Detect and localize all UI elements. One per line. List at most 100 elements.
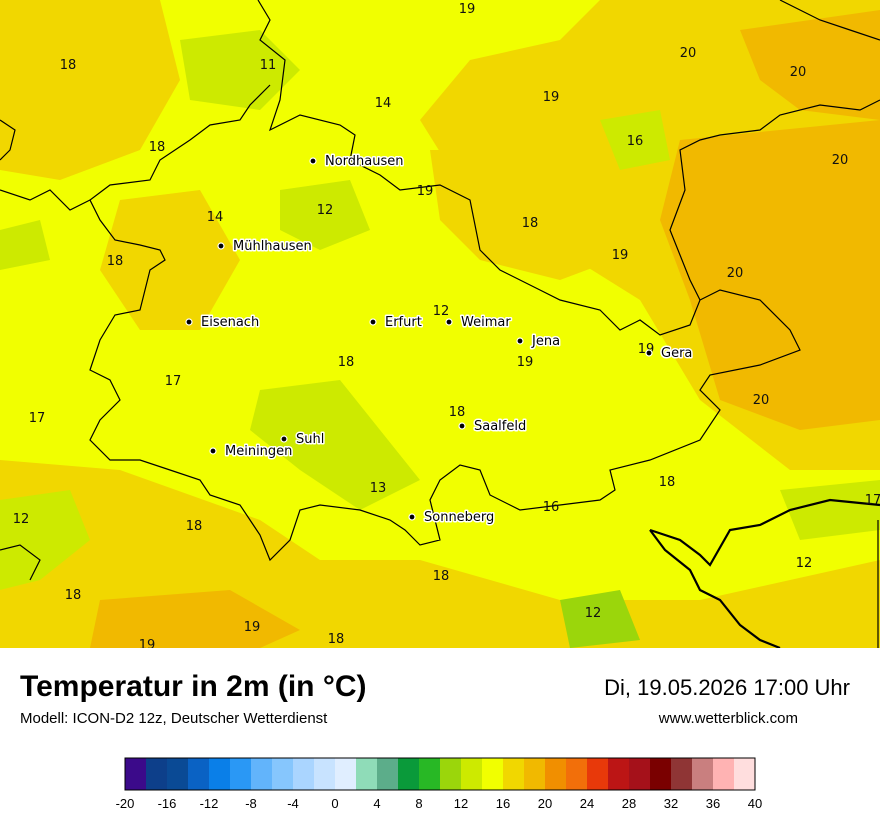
legend-tick-label: 0 [331, 796, 338, 811]
warm-region [740, 10, 880, 120]
temperature-value: 12 [317, 203, 334, 218]
city-marker [217, 242, 225, 250]
temperature-value: 18 [522, 216, 539, 231]
legend-swatch [335, 758, 357, 790]
legend-swatch [671, 758, 693, 790]
legend-swatch [650, 758, 672, 790]
legend-swatch [146, 758, 168, 790]
temperature-value: 19 [517, 355, 534, 370]
temperature-value: 14 [207, 210, 224, 225]
legend-tick-label: 20 [538, 796, 552, 811]
legend-swatch [440, 758, 462, 790]
legend-swatch [314, 758, 336, 790]
city-label: Sonneberg [424, 510, 494, 525]
legend-swatch [272, 758, 294, 790]
boundary-line [0, 544, 41, 581]
temperature-value: 19 [244, 620, 261, 635]
legend-tick-label: 12 [454, 796, 468, 811]
legend-swatch [545, 758, 567, 790]
legend-swatch [356, 758, 378, 790]
city-label: Mühlhausen [233, 239, 312, 254]
legend-swatch [587, 758, 609, 790]
warm-region [90, 590, 300, 648]
legend-swatch [524, 758, 546, 790]
temperature-value: 18 [60, 58, 77, 73]
warm-region [660, 120, 880, 430]
temperature-value: 19 [543, 90, 560, 105]
city-label: Suhl [296, 432, 324, 447]
temperature-value: 17 [165, 374, 182, 389]
city-marker [309, 157, 317, 165]
warm-region [0, 0, 180, 180]
legend-swatch [125, 758, 147, 790]
legend-tick-label: 16 [496, 796, 510, 811]
temperature-value: 18 [433, 569, 450, 584]
legend-swatch [398, 758, 420, 790]
website-link[interactable]: www.wetterblick.com [658, 710, 798, 727]
cool-region [280, 180, 370, 250]
city-marker [185, 318, 193, 326]
temperature-value: 17 [29, 411, 46, 426]
cool-region [0, 220, 50, 270]
temperature-value: 18 [659, 475, 676, 490]
city-marker [645, 349, 653, 357]
temperature-value: 19 [459, 2, 476, 17]
temperature-value: 11 [260, 58, 277, 73]
cool-region [180, 30, 300, 110]
legend-tick-label: -4 [287, 796, 299, 811]
temperature-value: 20 [790, 65, 807, 80]
legend-swatch [461, 758, 483, 790]
boundary-line [669, 99, 880, 301]
temperature-value: 18 [186, 519, 203, 534]
color-scale-legend: -20 -16 -12 -8 -4 0 4 8 12 16 20 24 28 32 36 40 [114, 756, 766, 816]
cool-region [250, 380, 420, 510]
legend-swatch [209, 758, 231, 790]
legend-tick-label: -16 [158, 796, 177, 811]
city-label: Saalfeld [474, 419, 526, 434]
forecast-datetime: Di, 19.05.2026 17:00 Uhr [604, 675, 850, 700]
temperature-value: 19 [139, 638, 156, 648]
boundary-line [89, 0, 801, 562]
legend-swatch [482, 758, 504, 790]
legend-swatch [251, 758, 273, 790]
legend-tick-label: 32 [664, 796, 678, 811]
legend-tick-label: -20 [116, 796, 135, 811]
city-marker [209, 447, 217, 455]
city-marker [445, 318, 453, 326]
cool-region [0, 490, 90, 590]
cool-region [780, 480, 880, 540]
city-marker [280, 435, 288, 443]
temperature-value: 20 [753, 393, 770, 408]
warm-region [100, 190, 240, 330]
temperature-value: 12 [585, 606, 602, 621]
legend-tick-label: 36 [706, 796, 720, 811]
legend-swatch [419, 758, 441, 790]
legend-swatch [188, 758, 210, 790]
city-marker [408, 513, 416, 521]
city-label: Nordhausen [325, 154, 404, 169]
legend-swatch [629, 758, 651, 790]
city-label: Weimar [461, 315, 511, 330]
temperature-value: 12 [433, 304, 450, 319]
temperature-value: 18 [149, 140, 166, 155]
model-subtitle: Modell: ICON-D2 12z, Deutscher Wetterdie… [20, 710, 328, 727]
temperature-value: 18 [107, 254, 124, 269]
temperature-value: 12 [796, 556, 813, 571]
legend-swatch [692, 758, 714, 790]
temperature-value: 16 [627, 134, 644, 149]
legend-tick-label: 8 [415, 796, 422, 811]
cool-region [600, 110, 670, 170]
boundary-line [0, 189, 91, 211]
city-label: Erfurt [385, 315, 422, 330]
legend-swatch [713, 758, 735, 790]
temperature-value: 17 [865, 493, 880, 508]
temperature-value: 19 [417, 184, 434, 199]
warm-region [430, 150, 640, 280]
temperature-value: 14 [375, 96, 392, 111]
city-marker [516, 337, 524, 345]
legend-swatch [377, 758, 399, 790]
city-label: Jena [531, 334, 560, 349]
temperature-map: 19 11 18 14 20 20 19 18 16 20 19 14 12 18 18 19 20 12 18 19… [0, 0, 880, 648]
legend-canvas: -20 -16 -12 -8 -4 0 4 8 12 16 20 24 28 32 36 40 [116, 757, 762, 811]
temperature-value: 19 [612, 248, 629, 263]
